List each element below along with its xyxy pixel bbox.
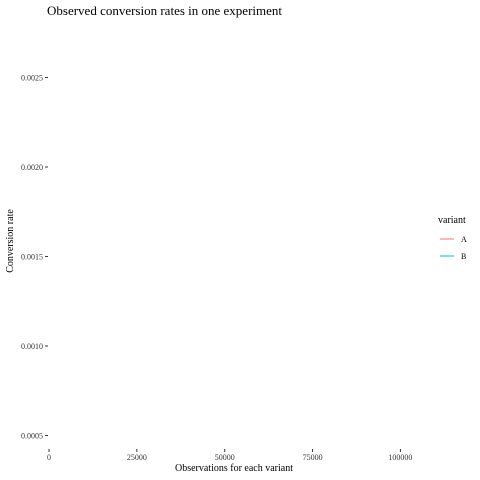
y-tick-label: 0.0005 [21,431,43,440]
y-axis: 0.0005 0.0010 0.0015 0.0020 0.0025 [21,73,48,440]
y-tick-label: 0.0015 [21,252,43,261]
x-tick-label: 25000 [127,453,147,462]
x-tick-label: 100000 [388,453,412,462]
x-tick-label: 50000 [215,453,235,462]
legend: variant AB [438,215,467,261]
y-tick-label: 0.0020 [21,163,43,172]
y-axis-title: Conversion rate [5,209,16,273]
x-axis: 0 25000 50000 75000 100000 [47,449,412,462]
legend-title: variant [438,215,466,226]
legend-label-B: B [461,252,466,261]
chart-title: Observed conversion rates in one experim… [47,3,282,18]
y-tick-label: 0.0010 [21,342,43,351]
legend-label-A: A [461,235,467,244]
x-axis-title: Observations for each variant [175,463,293,474]
y-tick-label: 0.0025 [21,73,43,82]
x-tick-label: 75000 [303,453,323,462]
x-tick-label: 0 [47,453,51,462]
